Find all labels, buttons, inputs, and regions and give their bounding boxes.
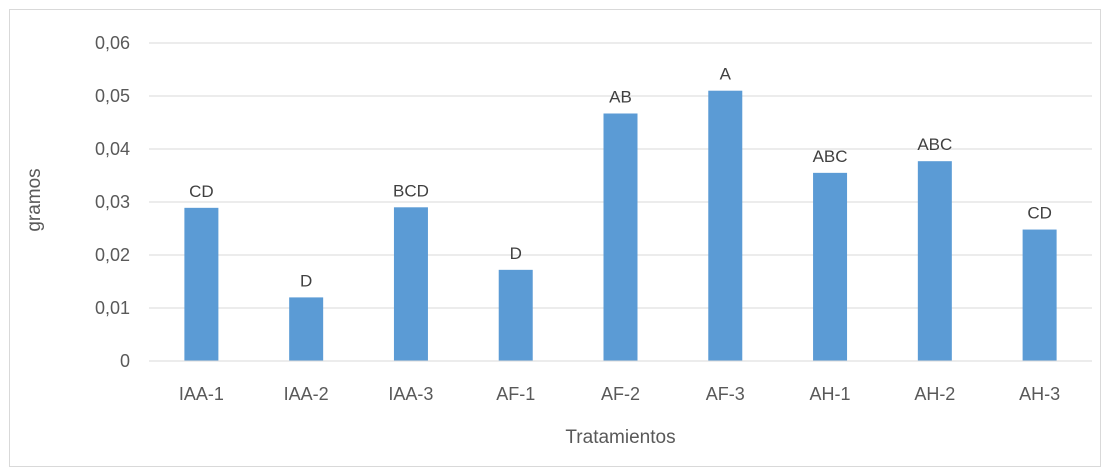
bar (393, 207, 428, 361)
y-axis-title: gramos (24, 168, 45, 231)
bar-data-label: BCD (393, 181, 429, 200)
x-tick-label: IAA-2 (284, 384, 329, 404)
bar-data-label: ABC (917, 135, 952, 154)
bar-data-label: CD (1027, 204, 1052, 223)
y-tick-label: 0,06 (95, 33, 130, 53)
bar (813, 172, 848, 361)
bar (917, 161, 952, 361)
bar (708, 90, 743, 361)
y-tick-label: 0,03 (95, 192, 130, 212)
x-tick-label: AH-1 (810, 384, 851, 404)
bar-data-label: D (300, 271, 312, 290)
bar (1022, 229, 1057, 361)
bar-data-label: D (510, 244, 522, 263)
x-tick-label: AF-1 (496, 384, 535, 404)
bar (184, 207, 219, 361)
x-tick-label: AH-2 (914, 384, 955, 404)
data-labels: CD D BCD D AB A ABC ABC CD (189, 65, 1052, 291)
x-axis-title: Tratamientos (565, 427, 675, 448)
x-tick-label: AF-3 (706, 384, 745, 404)
x-tick-label: IAA-3 (388, 384, 433, 404)
bar-data-label: AB (609, 87, 632, 106)
y-tick-label: 0 (120, 351, 130, 371)
x-axis-ticks: IAA-1 IAA-2 IAA-3 AF-1 AF-2 AF-3 AH-1 AH-2 AH-3 (179, 384, 1060, 404)
bar (603, 113, 638, 362)
x-tick-label: AH-3 (1019, 384, 1060, 404)
bars (184, 90, 1057, 362)
y-tick-label: 0,02 (95, 245, 130, 265)
bar (289, 297, 324, 361)
x-tick-label: IAA-1 (179, 384, 224, 404)
bar-data-label: CD (189, 182, 214, 201)
y-tick-label: 0,01 (95, 298, 130, 318)
y-tick-label: 0,05 (95, 86, 130, 106)
bar (498, 269, 533, 361)
bar-data-label: A (720, 65, 732, 84)
x-tick-label: AF-2 (601, 384, 640, 404)
y-tick-label: 0,04 (95, 139, 130, 159)
bar-data-label: ABC (813, 147, 848, 166)
y-axis-ticks: 0 0,01 0,02 0,03 0,04 0,05 0,06 (95, 33, 130, 371)
